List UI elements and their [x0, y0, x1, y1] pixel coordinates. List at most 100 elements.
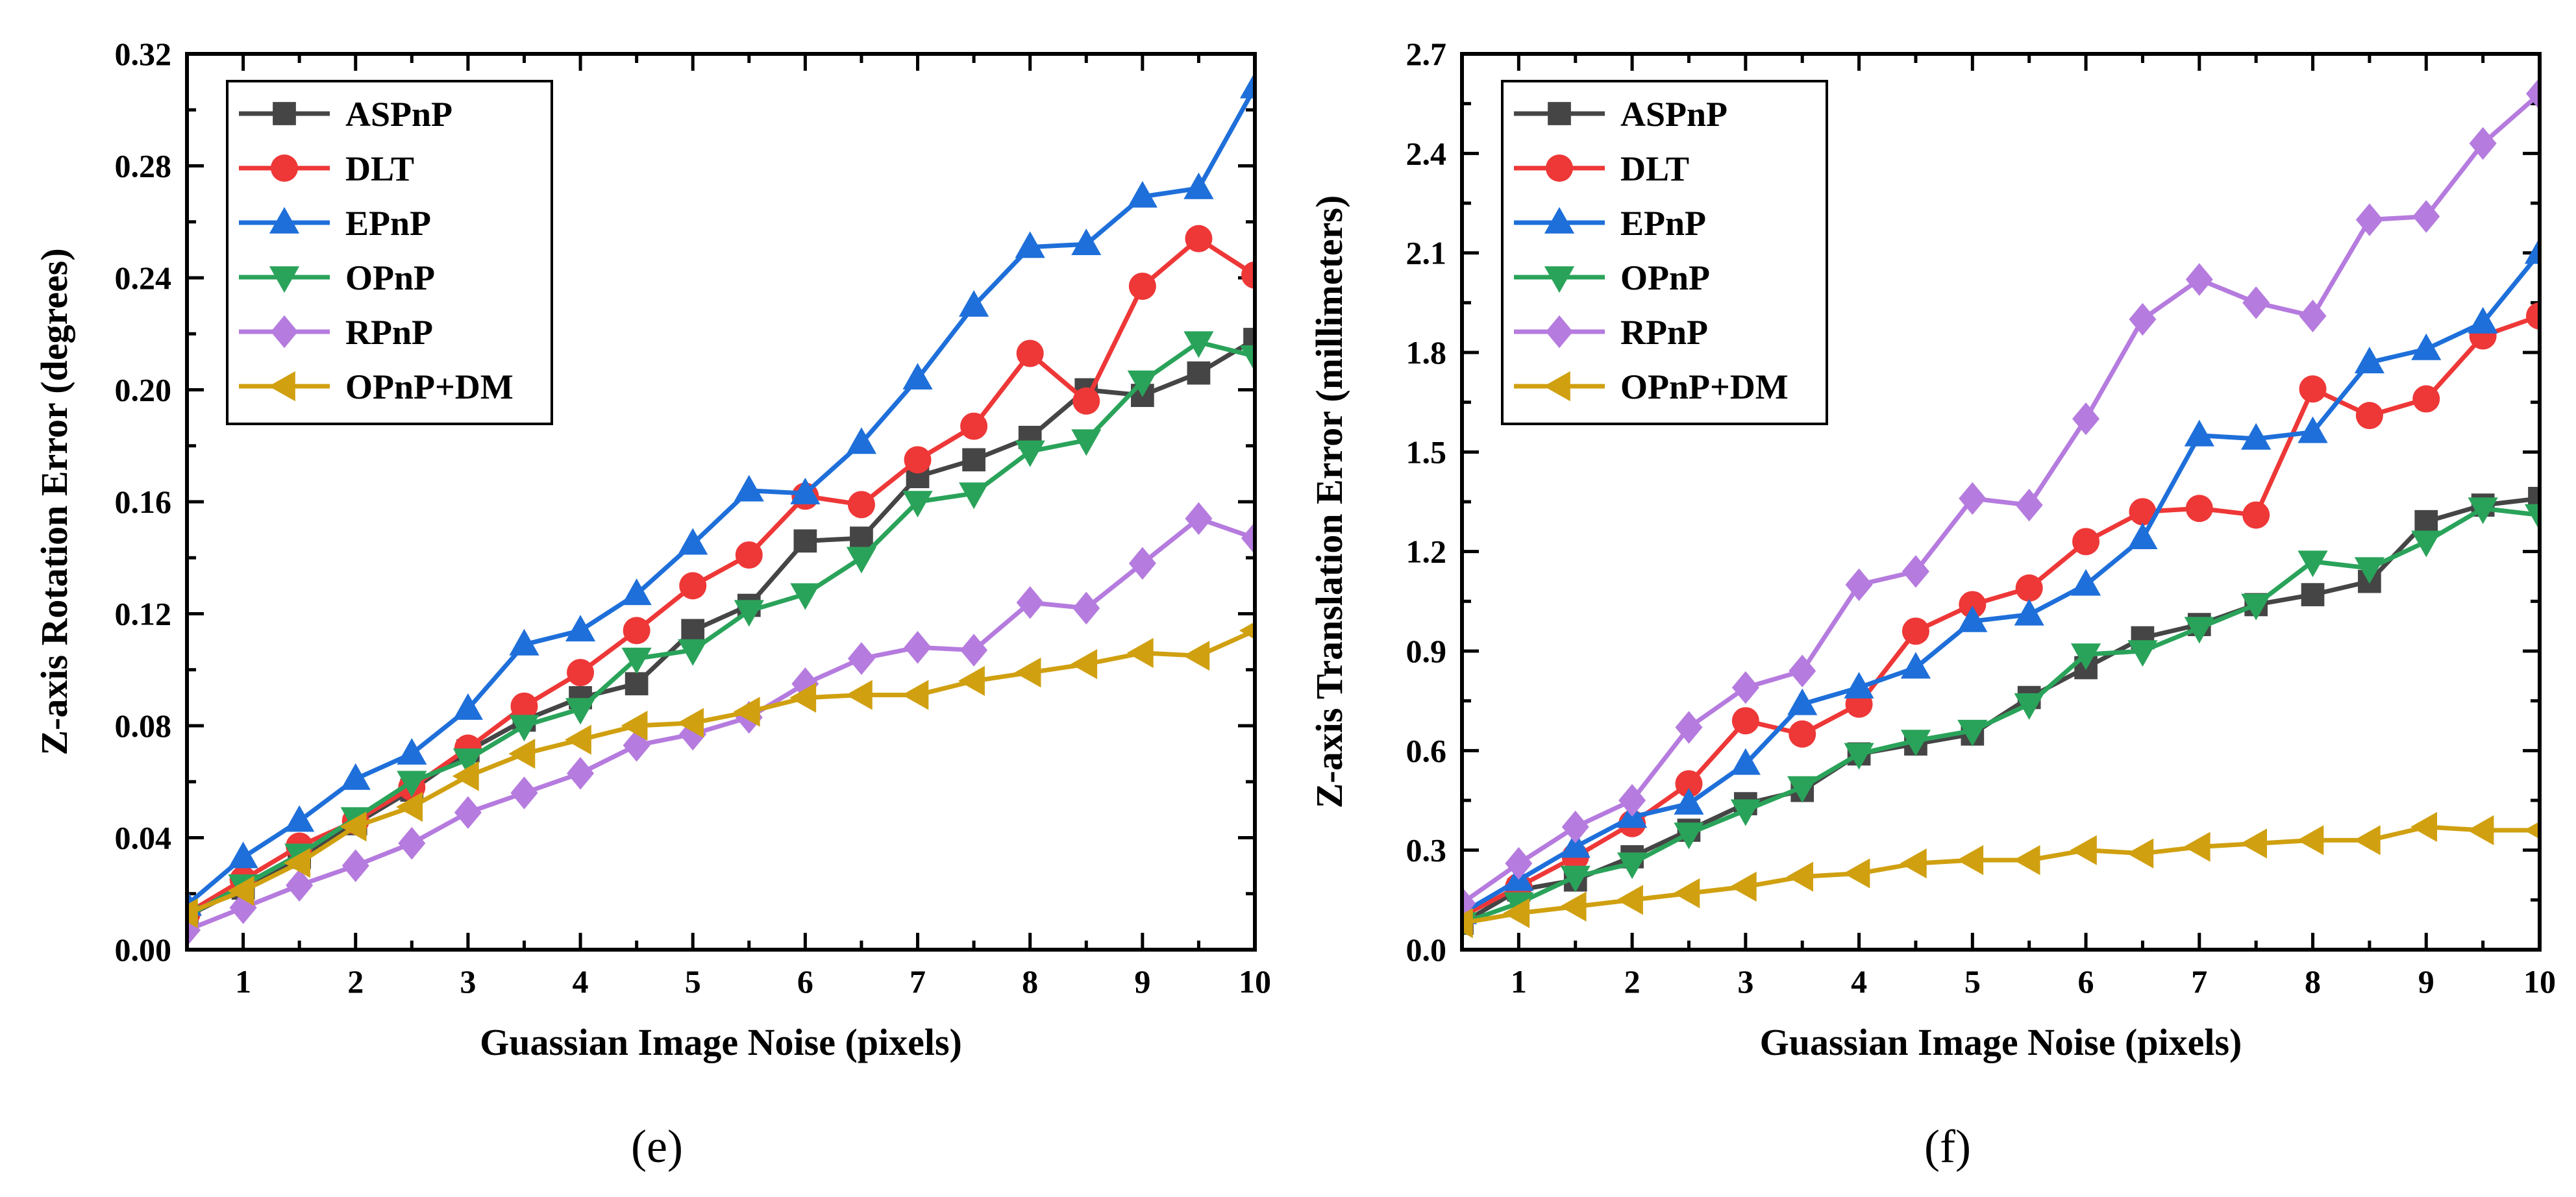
- y-tick-label: 0.32: [115, 36, 172, 72]
- data-point: [2072, 528, 2100, 556]
- data-point: [2129, 498, 2157, 526]
- y-tick-label: 0.08: [115, 708, 172, 744]
- x-tick-label: 3: [1737, 963, 1753, 1000]
- data-point: [398, 826, 426, 860]
- data-point: [2183, 832, 2211, 862]
- data-point: [1559, 891, 1587, 922]
- data-point: [2353, 825, 2381, 856]
- data-point: [2523, 821, 2540, 839]
- y-tick-label: 0.04: [115, 820, 172, 856]
- legend-item: DLT: [239, 149, 414, 188]
- data-point: [1560, 831, 1591, 858]
- data-point: [452, 748, 483, 775]
- data-point: [1185, 225, 1213, 253]
- data-point: [846, 547, 877, 574]
- data-point: [1844, 672, 1874, 699]
- legend-item: RPnP: [239, 313, 433, 352]
- data-point: [1185, 502, 1213, 536]
- data-point: [847, 642, 875, 675]
- data-point: [2297, 416, 2328, 443]
- legend-marker: [1546, 315, 1573, 349]
- x-tick-label: 10: [2523, 963, 2556, 1000]
- data-point: [1959, 482, 1987, 515]
- data-point: [2241, 593, 2272, 621]
- data-point: [396, 791, 423, 822]
- data-point: [1071, 649, 1098, 680]
- legend-label: DLT: [1620, 149, 1689, 188]
- data-point: [1900, 652, 1931, 679]
- data-point: [1127, 370, 1158, 397]
- data-point: [2240, 828, 2267, 859]
- legend-label: ASPnP: [1620, 95, 1728, 134]
- data-point: [1674, 822, 1704, 850]
- data-point: [2127, 523, 2158, 550]
- chart-panel-e: 1 2 3 4 5 6 7 8 9 10 0.00 0.04 0.08 0.12 0.16 0.20 0.24 0…: [33, 36, 1271, 1172]
- data-point: [623, 617, 650, 645]
- data-point: [2354, 557, 2384, 584]
- data-point: [1674, 787, 1704, 815]
- data-point: [2014, 693, 2044, 720]
- data-point: [1071, 429, 1102, 456]
- data-point: [510, 776, 538, 809]
- data-point: [1462, 908, 1473, 939]
- data-point: [1730, 799, 1761, 826]
- data-point: [1239, 71, 1255, 99]
- data-point: [681, 619, 705, 643]
- plot-area: [1462, 77, 2540, 939]
- data-point: [789, 682, 817, 713]
- data-point: [959, 482, 989, 510]
- data-point: [2411, 530, 2442, 558]
- data-point: [2414, 510, 2438, 534]
- x-tick-label: 1: [235, 963, 251, 1000]
- data-point: [1618, 784, 1646, 817]
- data-point: [1016, 339, 1044, 367]
- data-point: [187, 898, 198, 929]
- data-point: [1787, 861, 1814, 892]
- data-point: [902, 680, 929, 710]
- legend-marker: [271, 315, 298, 349]
- x-axis-label: Guassian Image Noise (pixels): [480, 1021, 962, 1063]
- x-tick-label: 10: [1239, 963, 1271, 1000]
- data-point: [2015, 574, 2043, 602]
- legend-label: DLT: [345, 149, 414, 188]
- data-point: [1128, 272, 1156, 300]
- data-point: [2524, 504, 2540, 531]
- data-point: [1675, 711, 1703, 744]
- data-point: [621, 710, 648, 741]
- data-point: [2297, 825, 2324, 856]
- data-point: [2468, 306, 2498, 334]
- x-tick-label: 6: [2078, 963, 2094, 1000]
- data-point: [790, 477, 821, 504]
- data-point: [1617, 852, 1648, 880]
- y-tick-label: 2.1: [1406, 235, 1447, 271]
- y-tick-label: 0.20: [115, 372, 172, 408]
- data-point: [1462, 887, 1476, 920]
- legend-marker: [1548, 102, 1571, 125]
- data-point: [2014, 598, 2044, 626]
- legend-marker: [269, 266, 300, 293]
- data-point: [567, 757, 595, 790]
- data-point: [2013, 845, 2040, 876]
- legend-item: RPnP: [1514, 313, 1708, 352]
- legend-item: ASPnP: [1514, 95, 1728, 134]
- data-point: [2129, 302, 2157, 336]
- legend-item: DLT: [1514, 149, 1689, 188]
- legend-label: OPnP: [345, 258, 435, 297]
- x-tick-label: 2: [347, 963, 364, 1000]
- data-point: [2184, 617, 2214, 644]
- legend-label: EPnP: [345, 204, 431, 243]
- series-rpnp: [1462, 77, 2540, 920]
- y-tick-label: 0.9: [1406, 633, 1447, 669]
- data-point: [2526, 77, 2540, 110]
- data-point: [1673, 878, 1700, 909]
- legend-item: OPnP: [239, 258, 435, 297]
- data-point: [621, 578, 652, 606]
- data-point: [1503, 898, 1530, 928]
- data-point: [1844, 743, 1874, 770]
- data-point: [2469, 127, 2497, 160]
- data-point: [846, 427, 877, 454]
- chart-panel-f: 1 2 3 4 5 6 7 8 9 10 0.0 0.3 0.6 0.9 1.2 1.5 1.8 2.1 2.4 2.…: [1308, 36, 2556, 1172]
- data-point: [678, 639, 708, 666]
- data-point: [1843, 858, 1870, 889]
- legend-label: OPnP+DM: [1620, 367, 1789, 406]
